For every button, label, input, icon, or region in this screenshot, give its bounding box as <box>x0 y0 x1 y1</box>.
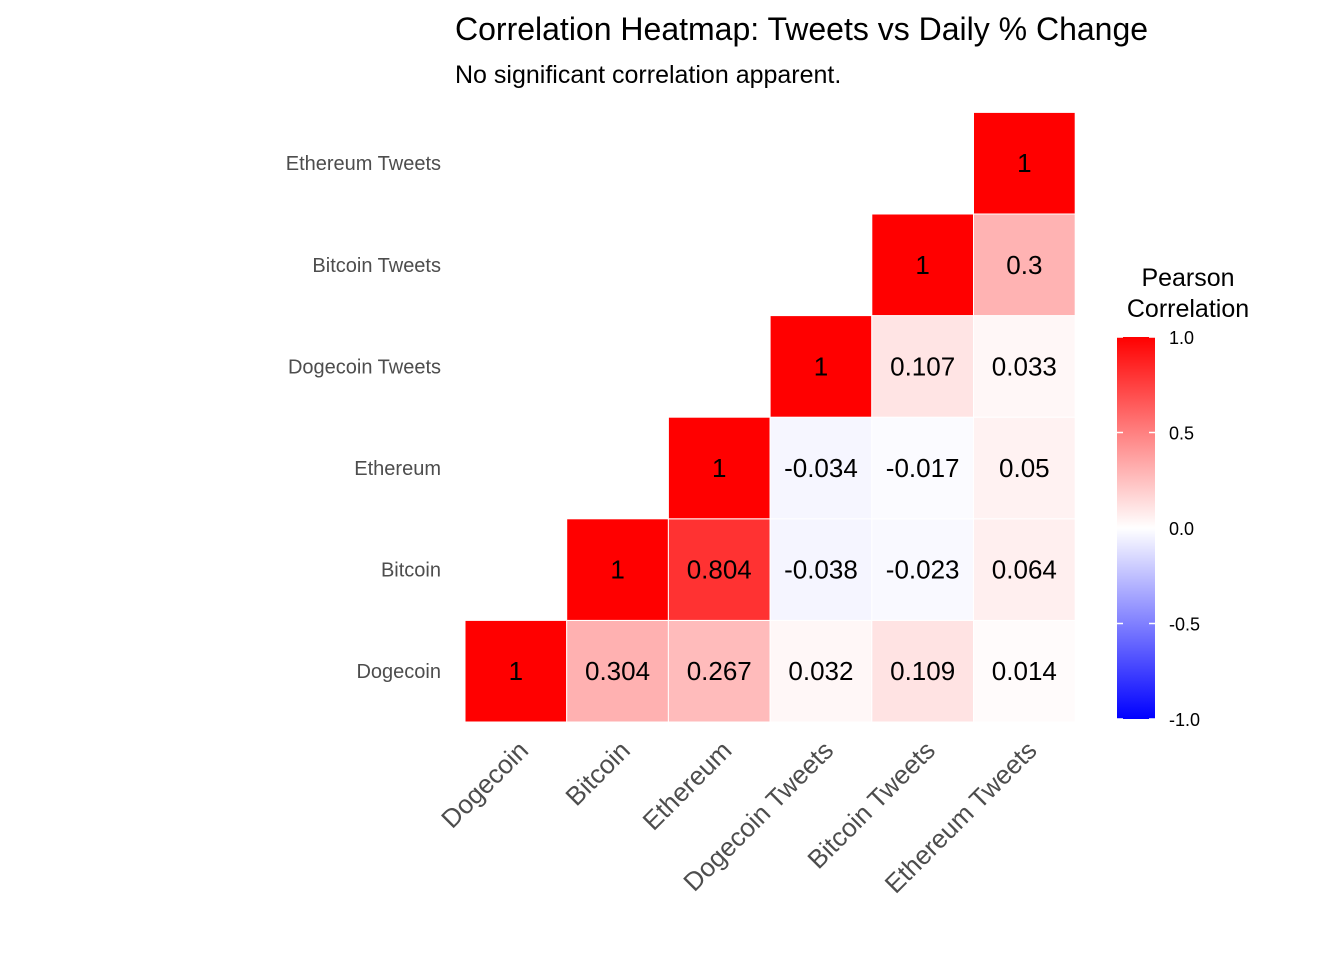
cell-value-label: 0.804 <box>687 555 752 585</box>
y-tick-label-bitcoin-tweets: Bitcoin Tweets <box>312 255 441 277</box>
legend-colorbar <box>1117 337 1155 719</box>
chart-subtitle: No significant correlation apparent. <box>455 61 841 89</box>
cell-value-label: 0.267 <box>687 656 752 686</box>
cell-value-label: 0.107 <box>890 351 955 381</box>
y-tick-label-dogecoin: Dogecoin <box>356 661 441 683</box>
legend-tick-label: 0.0 <box>1169 519 1194 539</box>
cell-value-label: 1 <box>1017 148 1031 178</box>
heatmap-cell-ethereum-tweets-vs-bitcoin <box>973 518 1076 621</box>
heatmap-cell-bitcoin-vs-dogecoin <box>566 619 669 723</box>
cell-value-label: 1 <box>509 656 523 686</box>
cell-value-label: -0.038 <box>784 555 858 585</box>
cell-value-label: -0.023 <box>886 555 960 585</box>
cell-value-label: 0.05 <box>999 453 1050 483</box>
heatmap-cell-bitcoin-vs-bitcoin <box>566 518 669 621</box>
cell-value-label: 0.033 <box>992 351 1057 381</box>
y-tick-label-dogecoin-tweets: Dogecoin Tweets <box>288 356 441 378</box>
cell-value-label: 1 <box>610 555 624 585</box>
color-legend: Pearson Correlation 1.0 0.5 0.0 -0.5 -1.0 <box>1117 264 1249 730</box>
cell-value-label: 1 <box>712 453 726 483</box>
cell-value-label: 0.109 <box>890 656 955 686</box>
heatmap-cell-ethereum-tweets-vs-ethereum <box>973 416 1076 520</box>
legend-title-line-1: Pearson <box>1141 264 1234 292</box>
y-axis-tick-labels: Dogecoin Bitcoin Ethereum Dogecoin Tweets Bi… <box>286 153 441 683</box>
cell-value-label: 0.3 <box>1006 250 1042 280</box>
heatmap-cell-ethereum-vs-ethereum <box>667 416 771 520</box>
chart-title: Correlation Heatmap: Tweets vs Daily % C… <box>455 11 1148 47</box>
legend-ticks: 1.0 0.5 0.0 -0.5 -1.0 <box>1117 328 1200 730</box>
heatmap-cell-dogecoin-vs-dogecoin <box>464 619 568 723</box>
cell-value-label: 0.014 <box>992 656 1057 686</box>
heatmap-cell-ethereum-tweets-vs-dogecoin <box>973 619 1076 723</box>
x-tick-label-bitcoin: Bitcoin <box>559 735 635 811</box>
heatmap-cell-dogecoin-tweets-vs-dogecoin-tweets <box>769 315 873 418</box>
cell-value-label: 0.304 <box>585 656 650 686</box>
cell-value-label: 0.064 <box>992 555 1057 585</box>
heatmap-cell-dogecoin-tweets-vs-dogecoin <box>769 619 873 723</box>
heatmap-cell-ethereum-tweets-vs-bitcoin-tweets <box>973 213 1076 317</box>
heatmap-cell-bitcoin-tweets-vs-dogecoin-tweets <box>871 315 974 418</box>
legend-tick-label: -0.5 <box>1169 615 1200 635</box>
x-tick-label-dogecoin: Dogecoin <box>435 735 534 834</box>
heatmap-cell-bitcoin-tweets-vs-dogecoin <box>871 619 974 723</box>
legend-tick-label: -1.0 <box>1169 710 1200 730</box>
heatmap-cell-dogecoin-tweets-vs-bitcoin <box>769 518 873 621</box>
y-tick-label-ethereum: Ethereum <box>354 458 441 480</box>
heatmap-cell-ethereum-tweets-vs-dogecoin-tweets <box>973 315 1076 418</box>
x-tick-label-ethereum: Ethereum <box>637 735 738 836</box>
cell-value-label: -0.034 <box>784 453 858 483</box>
heatmap-cell-bitcoin-tweets-vs-bitcoin <box>871 518 974 621</box>
y-tick-label-bitcoin: Bitcoin <box>381 560 441 582</box>
heatmap-cells <box>464 111 1076 723</box>
heatmap-cell-labels: 1 0.304 0.267 0.032 0.109 0.014 1 0.804 -0.038 -0… <box>509 148 1057 686</box>
heatmap-cell-bitcoin-tweets-vs-bitcoin-tweets <box>871 213 974 317</box>
heatmap-cell-ethereum-tweets-vs-ethereum-tweets <box>973 111 1076 215</box>
cell-value-label: -0.017 <box>886 453 960 483</box>
y-tick-label-ethereum-tweets: Ethereum Tweets <box>286 153 441 175</box>
heatmap-cell-dogecoin-tweets-vs-ethereum <box>769 416 873 520</box>
legend-title-line-2: Correlation <box>1127 295 1249 323</box>
cell-value-label: 0.032 <box>788 656 853 686</box>
legend-tick-label: 0.5 <box>1169 424 1194 444</box>
heatmap-cell-ethereum-vs-bitcoin <box>667 518 771 621</box>
legend-tick-label: 1.0 <box>1169 328 1194 348</box>
cell-value-label: 1 <box>814 351 828 381</box>
cell-value-label: 1 <box>915 250 929 280</box>
